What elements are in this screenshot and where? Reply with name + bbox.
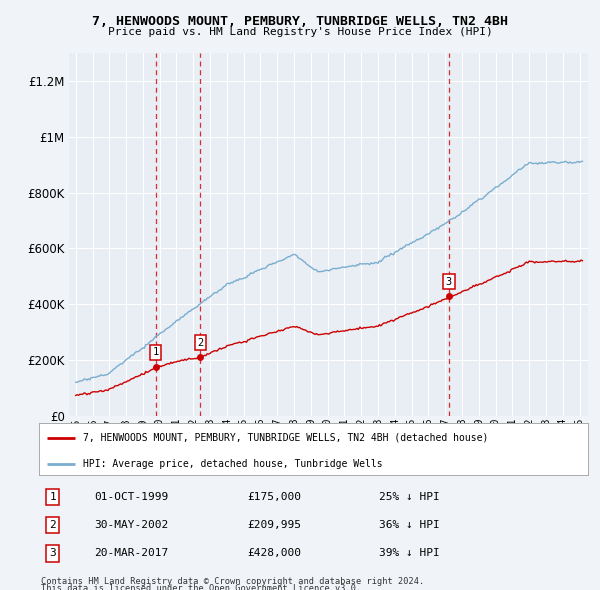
Text: 30-MAY-2002: 30-MAY-2002 [94, 520, 168, 530]
Text: Price paid vs. HM Land Registry's House Price Index (HPI): Price paid vs. HM Land Registry's House … [107, 27, 493, 37]
Text: 39% ↓ HPI: 39% ↓ HPI [379, 549, 440, 558]
Text: 36% ↓ HPI: 36% ↓ HPI [379, 520, 440, 530]
Text: £175,000: £175,000 [248, 492, 302, 502]
Text: 25% ↓ HPI: 25% ↓ HPI [379, 492, 440, 502]
Text: 1: 1 [152, 348, 158, 358]
Text: 1: 1 [49, 492, 56, 502]
Text: 01-OCT-1999: 01-OCT-1999 [94, 492, 168, 502]
Text: 3: 3 [49, 549, 56, 558]
Text: £428,000: £428,000 [248, 549, 302, 558]
Text: 2: 2 [197, 337, 203, 348]
Text: HPI: Average price, detached house, Tunbridge Wells: HPI: Average price, detached house, Tunb… [83, 458, 383, 468]
Text: Contains HM Land Registry data © Crown copyright and database right 2024.: Contains HM Land Registry data © Crown c… [41, 577, 424, 586]
Text: 20-MAR-2017: 20-MAR-2017 [94, 549, 168, 558]
Text: 2: 2 [49, 520, 56, 530]
Text: 3: 3 [446, 277, 452, 287]
Text: This data is licensed under the Open Government Licence v3.0.: This data is licensed under the Open Gov… [41, 584, 361, 590]
Text: £209,995: £209,995 [248, 520, 302, 530]
Text: 7, HENWOODS MOUNT, PEMBURY, TUNBRIDGE WELLS, TN2 4BH: 7, HENWOODS MOUNT, PEMBURY, TUNBRIDGE WE… [92, 15, 508, 28]
Text: 7, HENWOODS MOUNT, PEMBURY, TUNBRIDGE WELLS, TN2 4BH (detached house): 7, HENWOODS MOUNT, PEMBURY, TUNBRIDGE WE… [83, 432, 488, 442]
